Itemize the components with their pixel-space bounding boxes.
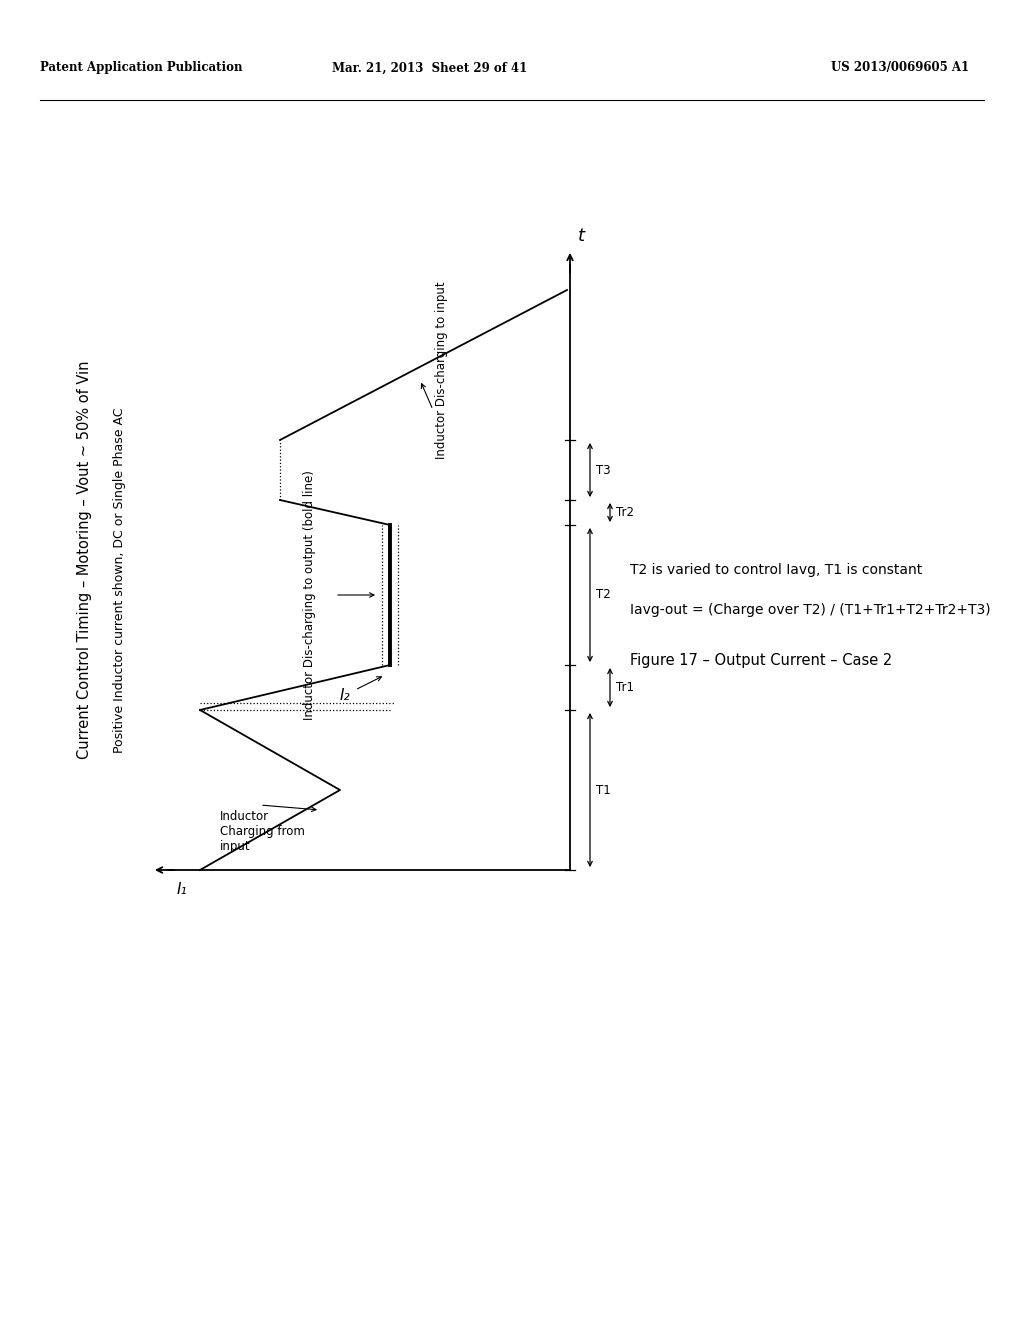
Text: Iavg-out = (Charge over T2) / (T1+Tr1+T2+Tr2+T3): Iavg-out = (Charge over T2) / (T1+Tr1+T2… — [630, 603, 990, 616]
Text: T1: T1 — [596, 784, 610, 796]
Text: US 2013/0069605 A1: US 2013/0069605 A1 — [830, 62, 969, 74]
Text: Positive Inductor current shown, DC or Single Phase AC: Positive Inductor current shown, DC or S… — [114, 408, 127, 752]
Text: I₂: I₂ — [340, 688, 350, 702]
Text: t: t — [578, 227, 585, 246]
Text: Inductor
Charging from
input: Inductor Charging from input — [220, 810, 305, 853]
Text: Figure 17 – Output Current – Case 2: Figure 17 – Output Current – Case 2 — [630, 652, 892, 668]
Text: T3: T3 — [596, 463, 610, 477]
Text: T2 is varied to control Iavg, T1 is constant: T2 is varied to control Iavg, T1 is cons… — [630, 564, 923, 577]
Text: Inductor Dis-charging to input: Inductor Dis-charging to input — [435, 281, 449, 459]
Text: Inductor Dis-charging to output (bold line): Inductor Dis-charging to output (bold li… — [303, 470, 316, 719]
Text: Patent Application Publication: Patent Application Publication — [40, 62, 243, 74]
Text: Mar. 21, 2013  Sheet 29 of 41: Mar. 21, 2013 Sheet 29 of 41 — [333, 62, 527, 74]
Text: Tr2: Tr2 — [616, 506, 634, 519]
Text: T2: T2 — [596, 589, 610, 602]
Text: Tr1: Tr1 — [616, 681, 634, 694]
Text: Current Control Timing – Motoring – Vout ~ 50% of Vin: Current Control Timing – Motoring – Vout… — [78, 360, 92, 759]
Text: I₁: I₁ — [177, 883, 187, 898]
